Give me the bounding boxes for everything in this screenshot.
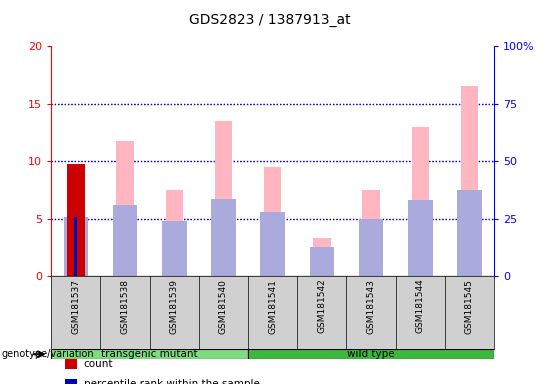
Bar [309, 247, 334, 276]
Bar [457, 190, 482, 276]
Text: count: count [84, 359, 113, 369]
Text: GSM181544: GSM181544 [416, 279, 425, 333]
Bar [248, 349, 494, 359]
Bar [411, 127, 429, 276]
Bar [68, 164, 84, 276]
Bar [359, 219, 383, 276]
Text: GSM181541: GSM181541 [268, 279, 277, 334]
Bar [162, 221, 187, 276]
Bar [264, 167, 281, 276]
Text: genotype/variation: genotype/variation [1, 349, 94, 359]
Bar [68, 164, 84, 276]
Text: GSM181537: GSM181537 [71, 279, 80, 334]
Bar [75, 217, 77, 276]
Bar [260, 212, 285, 276]
Bar [461, 86, 478, 276]
Text: GSM181538: GSM181538 [120, 279, 130, 334]
Text: GDS2823 / 1387913_at: GDS2823 / 1387913_at [189, 13, 351, 27]
Bar [166, 190, 183, 276]
Text: GSM181540: GSM181540 [219, 279, 228, 334]
Bar [408, 200, 433, 276]
Bar [51, 349, 248, 359]
Bar [313, 238, 330, 276]
Bar [64, 217, 88, 276]
Bar [215, 121, 232, 276]
Text: GSM181545: GSM181545 [465, 279, 474, 334]
Bar [362, 190, 380, 276]
Bar [211, 199, 236, 276]
Text: percentile rank within the sample: percentile rank within the sample [84, 379, 260, 384]
Text: GSM181543: GSM181543 [367, 279, 376, 334]
Text: GSM181542: GSM181542 [318, 279, 326, 333]
Text: wild type: wild type [347, 349, 395, 359]
Text: transgenic mutant: transgenic mutant [102, 349, 198, 359]
Text: GSM181539: GSM181539 [170, 279, 179, 334]
Bar [113, 205, 137, 276]
Bar [117, 141, 134, 276]
